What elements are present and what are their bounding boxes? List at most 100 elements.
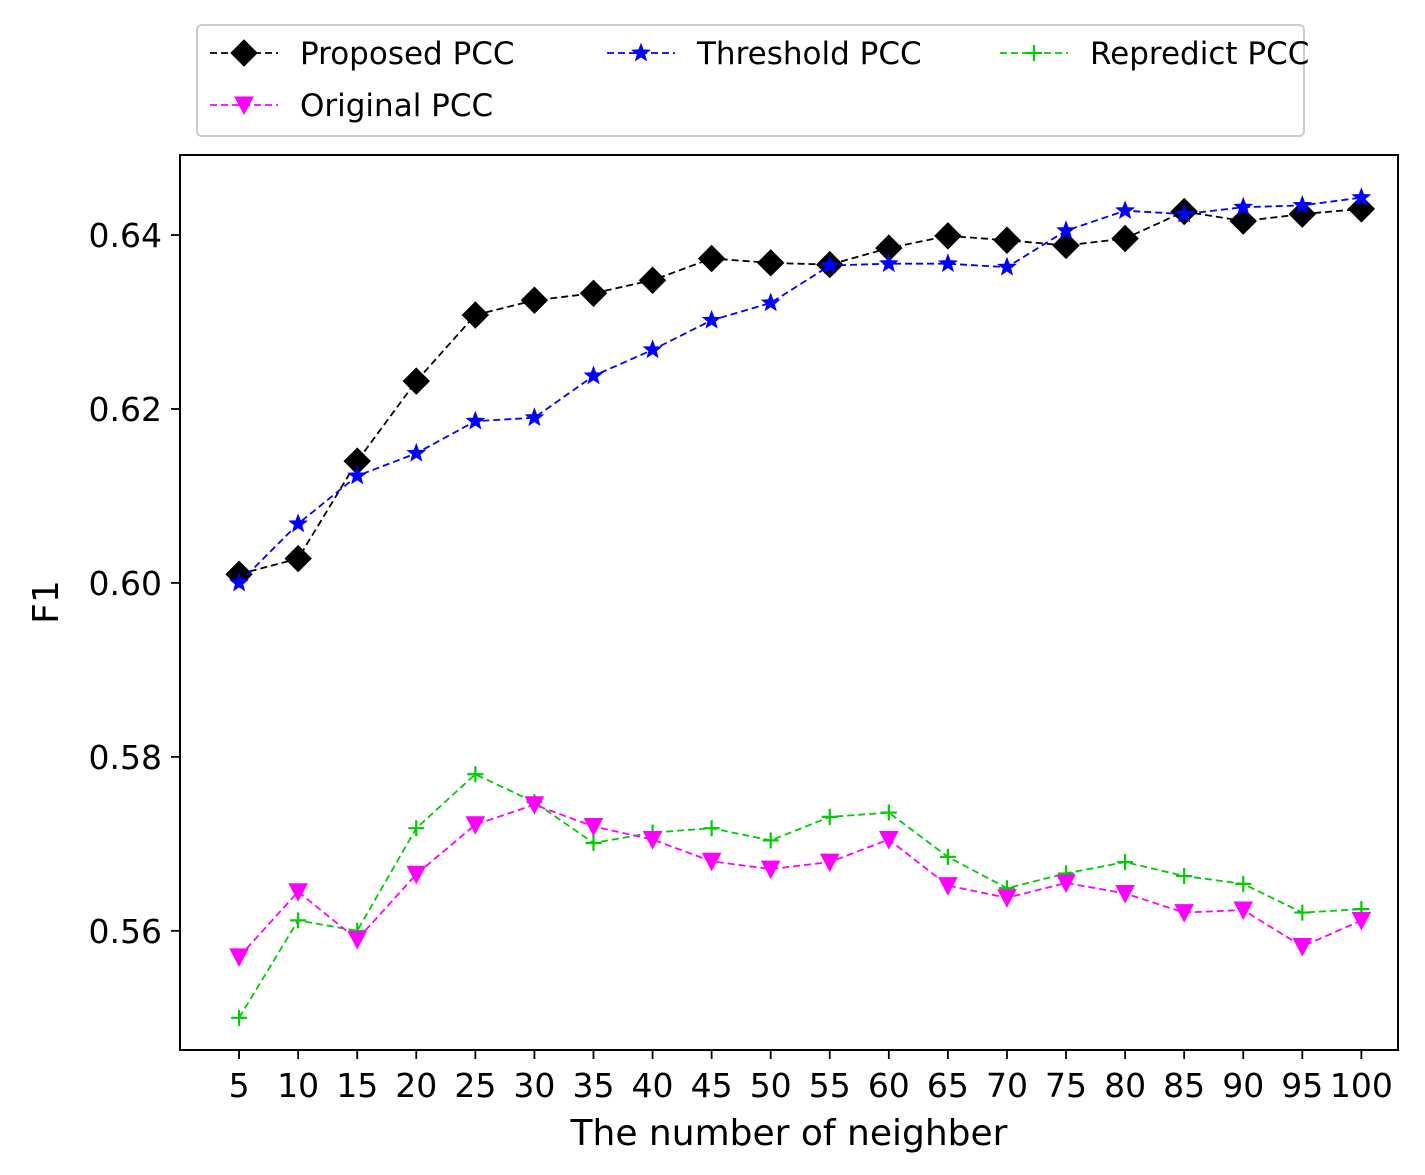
x-tick-label: 75	[1045, 1066, 1087, 1105]
y-tick-label: 0.62	[89, 390, 162, 429]
data-point	[585, 834, 602, 851]
series-proposed-pcc	[225, 195, 1376, 588]
data-point	[1351, 911, 1372, 931]
data-point	[347, 931, 368, 950]
data-point	[880, 804, 897, 821]
data-point	[1115, 200, 1136, 220]
data-point	[1351, 187, 1372, 207]
x-tick-label: 25	[454, 1066, 496, 1105]
legend: Proposed PCC Threshold PCC Repredict PCC Or…	[196, 24, 1309, 137]
data-point	[878, 253, 899, 273]
data-point	[579, 279, 608, 308]
legend-entry-proposed-pcc: Proposed PCC	[210, 36, 515, 72]
data-point	[406, 442, 427, 462]
data-point	[524, 407, 545, 427]
data-point	[1292, 937, 1313, 957]
data-point	[524, 796, 545, 815]
data-point	[229, 948, 249, 968]
data-point	[1288, 200, 1317, 228]
data-point	[701, 852, 722, 872]
x-tick-label: 70	[986, 1066, 1028, 1105]
data-point	[467, 766, 484, 783]
x-tick-label: 40	[632, 1066, 674, 1105]
data-point	[347, 465, 368, 485]
data-point	[1233, 901, 1254, 921]
data-point	[231, 1009, 248, 1026]
x-tick-label: 35	[572, 1066, 614, 1105]
x-tick-label: 5	[229, 1066, 250, 1105]
data-point	[461, 301, 490, 329]
data-point	[1233, 196, 1254, 216]
series-line	[238, 196, 1362, 584]
data-point	[1292, 194, 1313, 214]
data-point	[756, 249, 785, 277]
data-point	[1056, 874, 1076, 894]
x-tick-label: 60	[868, 1066, 910, 1105]
data-point	[878, 831, 899, 850]
x-tick-label: 10	[277, 1066, 319, 1105]
data-point	[1174, 904, 1195, 923]
y-tick-label: 0.64	[89, 216, 162, 255]
series-threshold-pcc	[229, 187, 1372, 592]
series-line	[238, 208, 1362, 576]
x-axis-label: The number of neighber	[570, 1113, 1008, 1154]
x-tick-label: 20	[395, 1066, 437, 1105]
data-point	[937, 253, 958, 273]
data-point	[697, 244, 726, 273]
data-point	[819, 853, 840, 873]
y-tick-label: 0.60	[89, 564, 162, 603]
data-point	[288, 883, 308, 902]
x-tick-label: 90	[1222, 1066, 1264, 1105]
legend-marker	[230, 39, 258, 67]
data-point	[642, 339, 663, 359]
x-tick-label: 80	[1104, 1066, 1146, 1105]
y-tick-label: 0.58	[89, 738, 162, 777]
series-layer	[225, 187, 1376, 1026]
data-point	[1117, 854, 1134, 871]
legend-entry-original-pcc: Original PCC	[210, 88, 493, 124]
data-point	[288, 513, 309, 533]
data-point	[638, 266, 667, 294]
plot-frame	[179, 154, 1399, 1051]
data-point	[583, 817, 604, 837]
data-point	[1056, 220, 1076, 240]
legend-marker	[1026, 45, 1042, 61]
x-tick-label: 95	[1281, 1066, 1323, 1105]
tick-layer: 5 10 15 20 25 30 35 40 45 50 55 60 65 70 75 80 85 90 95 100…	[89, 216, 1393, 1105]
x-tick-label: 15	[336, 1066, 378, 1105]
data-point	[642, 831, 663, 850]
series-line	[238, 773, 1362, 1019]
data-point	[1052, 231, 1080, 260]
data-point	[762, 832, 779, 849]
data-point	[760, 292, 781, 312]
data-point	[1294, 904, 1311, 921]
data-point	[1115, 884, 1135, 904]
data-point	[1235, 875, 1252, 892]
legend-label: Threshold PCC	[696, 36, 922, 72]
data-point	[993, 226, 1021, 254]
data-point	[703, 820, 720, 837]
legend-label: Repredict PCC	[1090, 36, 1309, 72]
series-repredict-pcc	[231, 766, 1370, 1026]
data-point	[997, 256, 1017, 276]
data-point	[520, 286, 549, 314]
data-point	[229, 572, 249, 592]
data-point	[760, 860, 781, 880]
data-point	[583, 365, 604, 385]
data-point	[1229, 207, 1257, 235]
legend-label: Original PCC	[300, 88, 493, 124]
data-point	[465, 816, 486, 835]
legend-entry-threshold-pcc: Threshold PCC	[607, 36, 922, 72]
x-tick-label: 50	[750, 1066, 792, 1105]
legend-entries: Proposed PCC Threshold PCC Repredict PCC Or…	[210, 36, 1309, 124]
series-line	[238, 803, 1362, 958]
data-point	[997, 889, 1017, 908]
y-tick-label: 0.56	[89, 912, 162, 951]
data-point	[938, 877, 958, 896]
data-point	[934, 222, 962, 250]
legend-marker	[631, 42, 651, 62]
x-tick-label: 45	[691, 1066, 733, 1105]
data-point	[1347, 195, 1376, 223]
data-point	[465, 410, 486, 430]
